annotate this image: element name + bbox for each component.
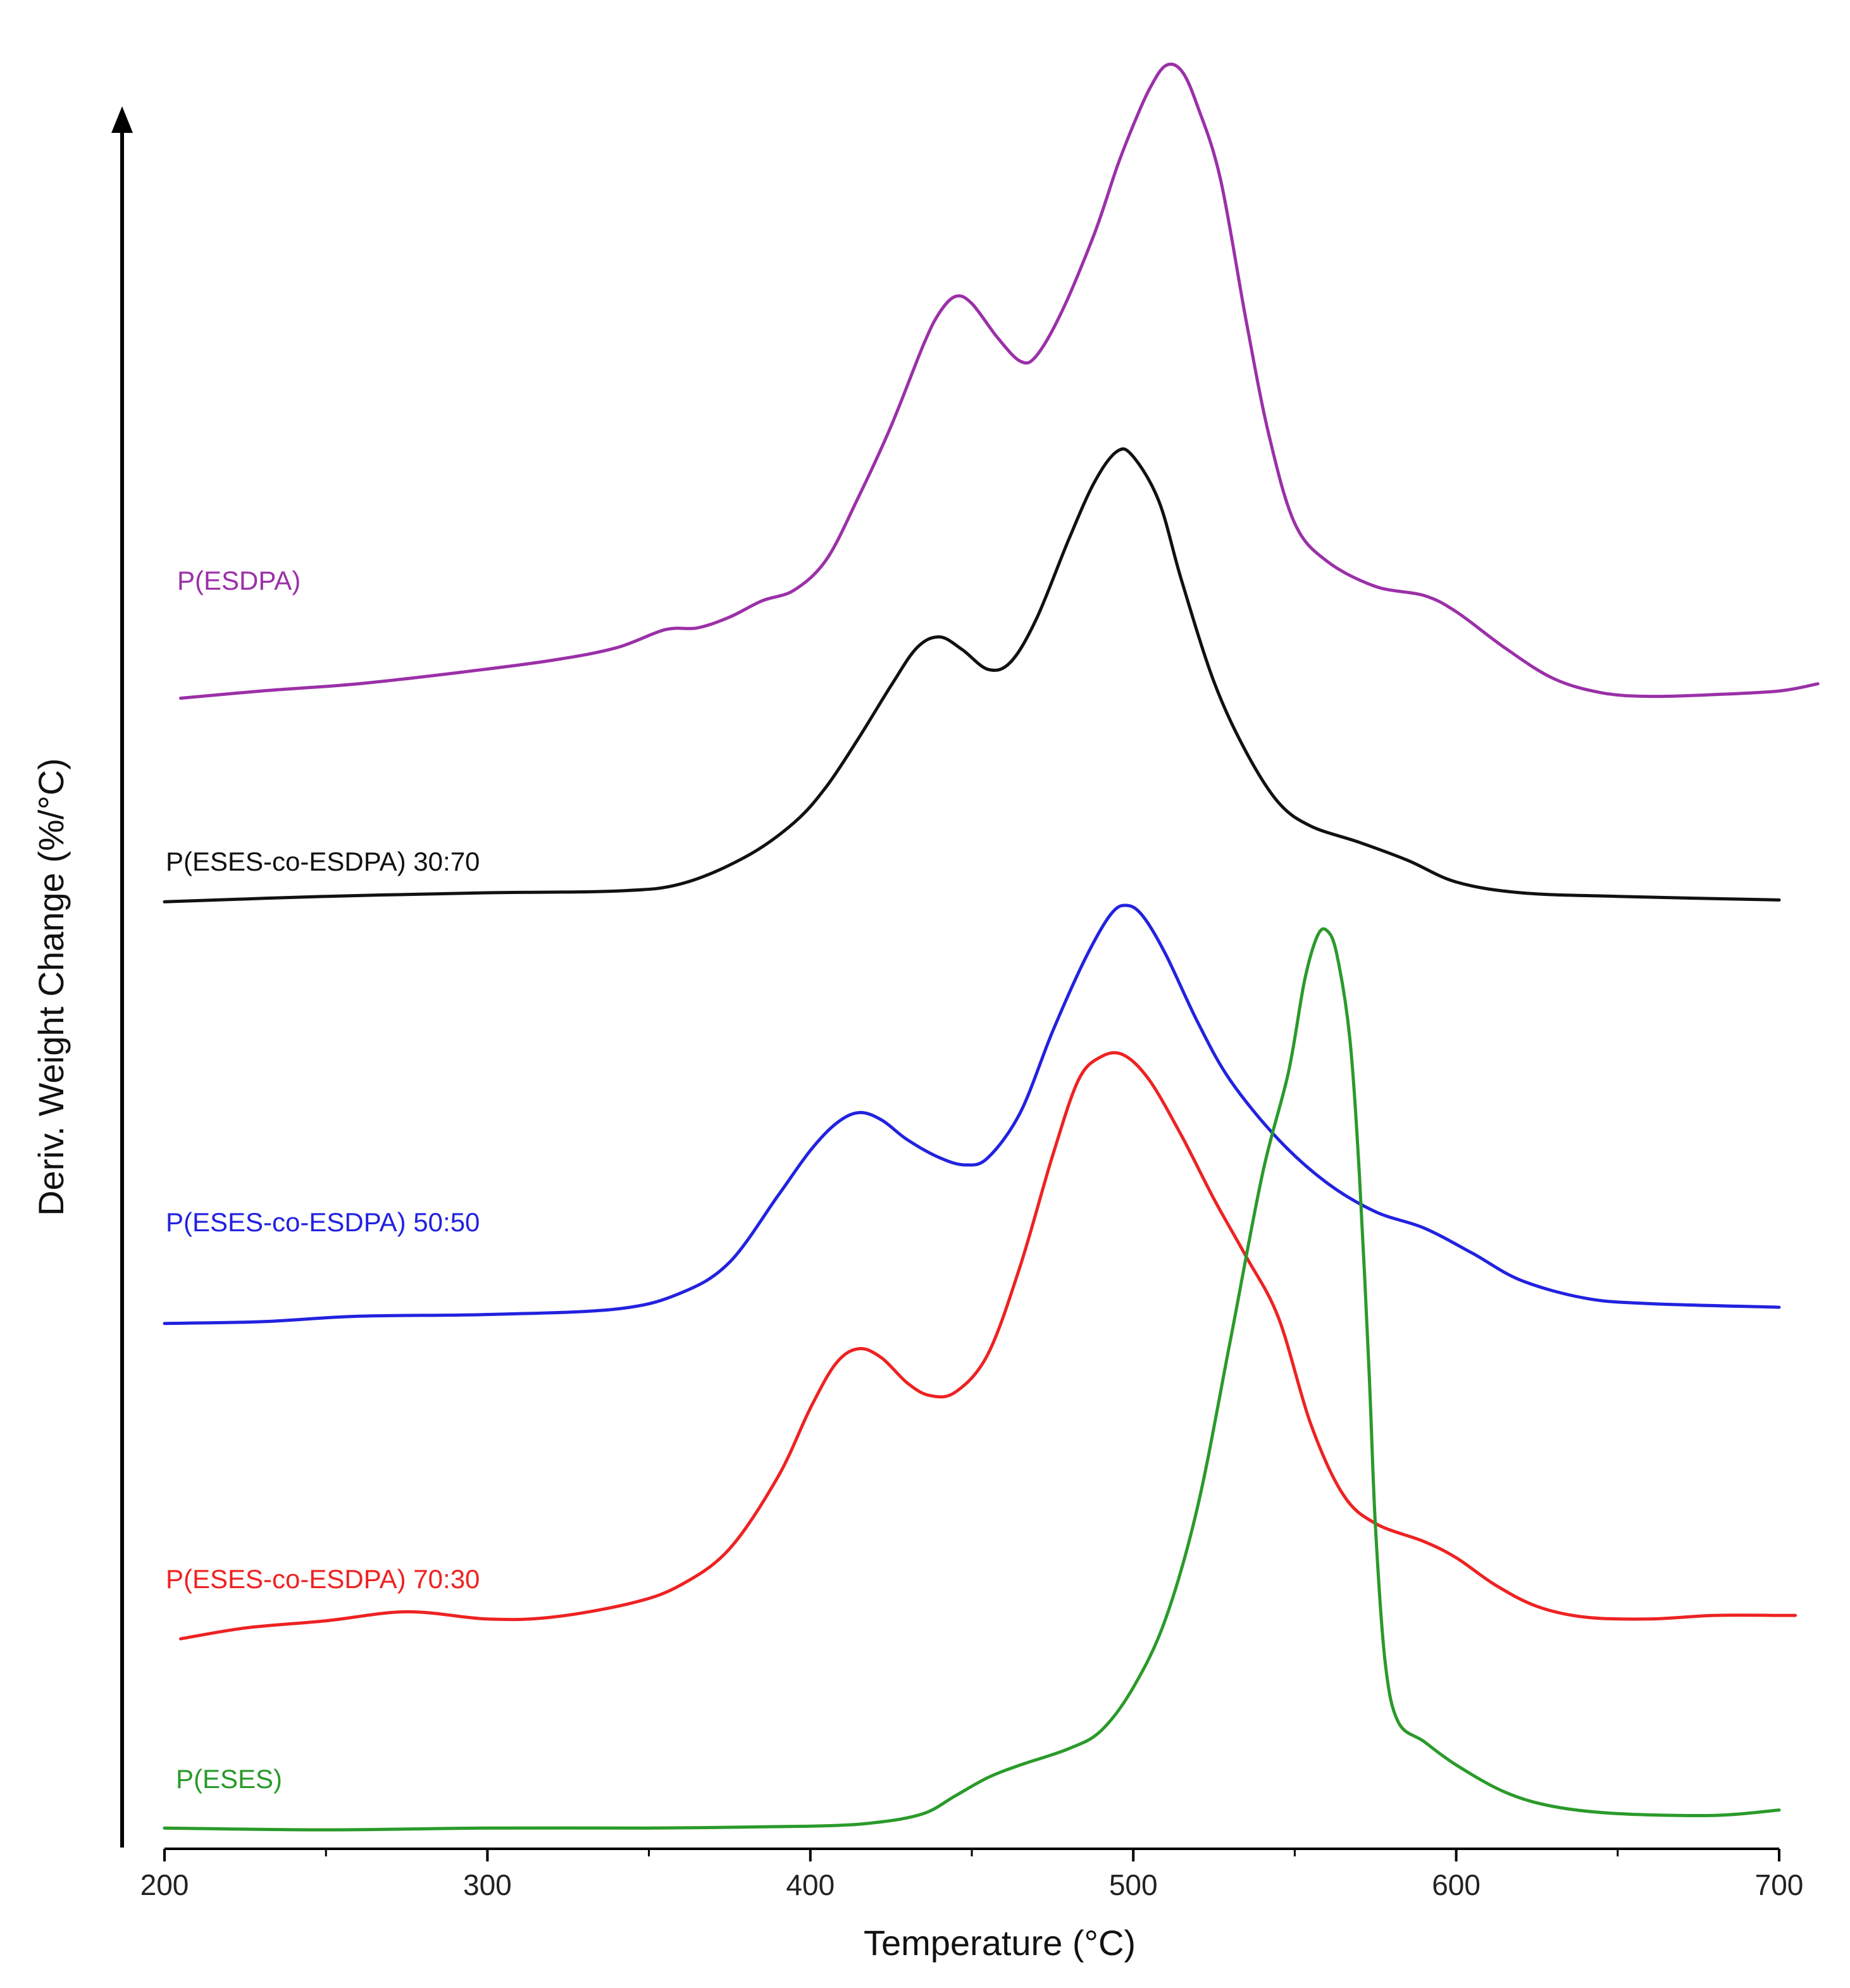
series-label-p-eses: P(ESES) xyxy=(176,1764,282,1794)
y-axis-arrowhead xyxy=(111,106,133,133)
x-axis-title: Temperature (°C) xyxy=(864,1923,1136,1963)
x-tick-label: 700 xyxy=(1755,1868,1804,1901)
x-tick-label: 600 xyxy=(1432,1868,1481,1901)
series-line-p-esdpa xyxy=(179,63,1820,700)
series-label-30-70: P(ESES-co-ESDPA) 30:70 xyxy=(166,847,480,876)
x-tick-label: 400 xyxy=(786,1868,835,1901)
series-label-50-50: P(ESES-co-ESDPA) 50:50 xyxy=(166,1207,480,1237)
series-label-70-30: P(ESES-co-ESDPA) 70:30 xyxy=(166,1564,480,1594)
series-line-p-eses xyxy=(163,927,1781,1832)
x-tick-label: 200 xyxy=(140,1868,189,1901)
x-tick-label: 500 xyxy=(1109,1868,1158,1901)
y-axis-title: Deriv. Weight Change (%/°C) xyxy=(31,758,71,1216)
x-axis-ticks: 200 300 400 500 600 700 xyxy=(140,1849,1804,1901)
x-tick-label: 300 xyxy=(463,1868,512,1901)
series-line-p-eses-co-esdpa-50-50 xyxy=(163,904,1781,1326)
series-line-p-eses-co-esdpa-70-30 xyxy=(179,1051,1797,1641)
series-line-p-eses-co-esdpa-30-70 xyxy=(163,447,1781,904)
series-label-p-esdpa: P(ESDPA) xyxy=(177,566,301,595)
curves-group xyxy=(163,63,1820,1832)
